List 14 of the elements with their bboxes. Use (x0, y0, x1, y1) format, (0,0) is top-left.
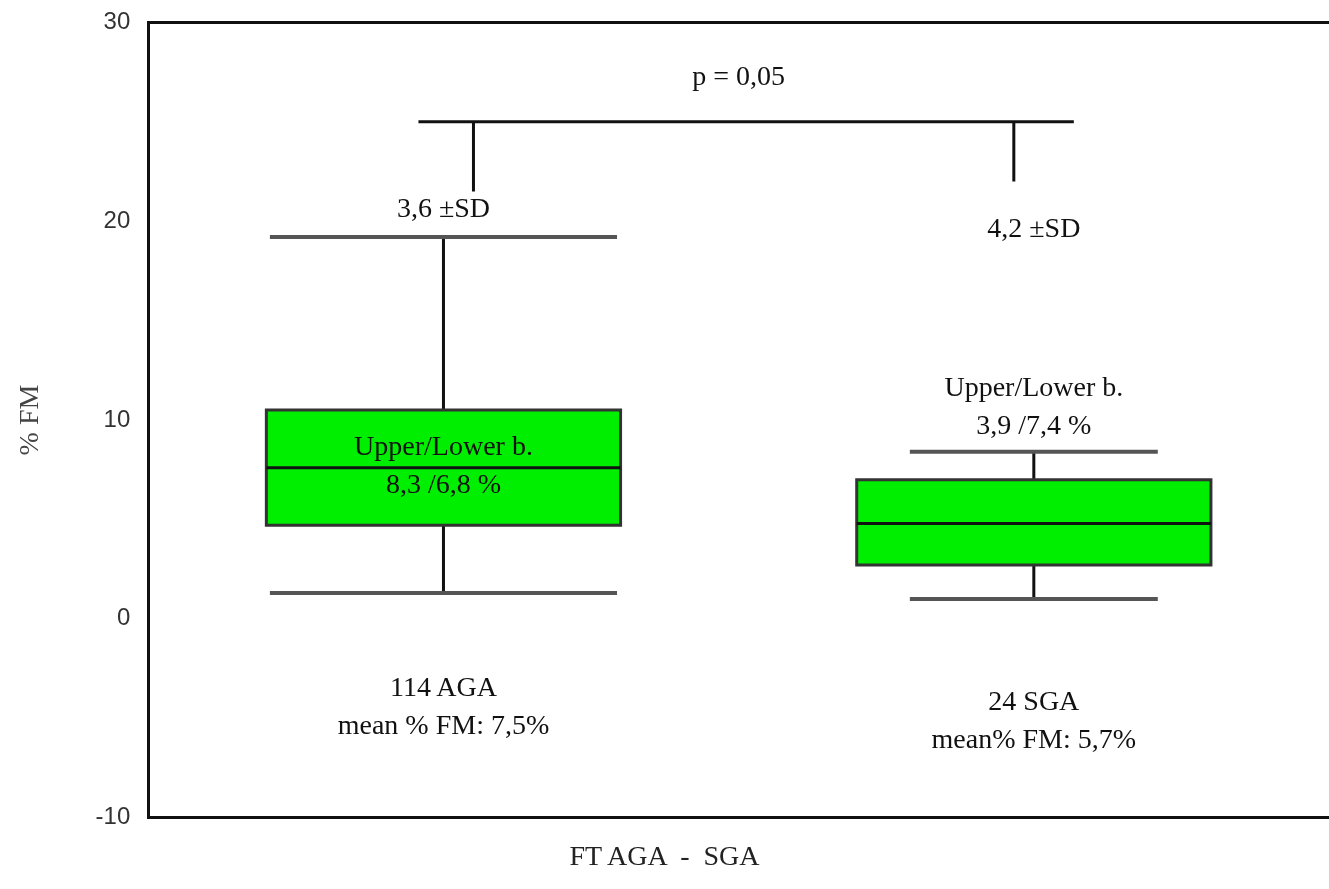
annotation: 114 AGA mean % FM: 7,5% (337, 670, 550, 740)
y-axis-title: % FM (13, 384, 45, 456)
y-tick-label: 0 (116, 603, 131, 631)
annotation: 24 SGA mean% FM: 5,7% (931, 684, 1137, 754)
y-tick-label: -10 (95, 802, 131, 830)
y-tick-label: 10 (103, 404, 131, 432)
annotation: 3,6 ±SD (396, 191, 491, 223)
y-tick-label: 20 (103, 205, 131, 233)
y-tick-label: 30 (103, 7, 131, 35)
annotation: Upper/Lower b. 3,9 /7,4 % (944, 370, 1124, 440)
annotation: p = 0,05 (692, 60, 786, 92)
x-axis-title: FT AGA - SGA (568, 840, 761, 872)
annotation: 4,2 ±SD (987, 211, 1081, 243)
annotation: Upper/Lower b. 8,3 /6,8 % (354, 430, 533, 500)
